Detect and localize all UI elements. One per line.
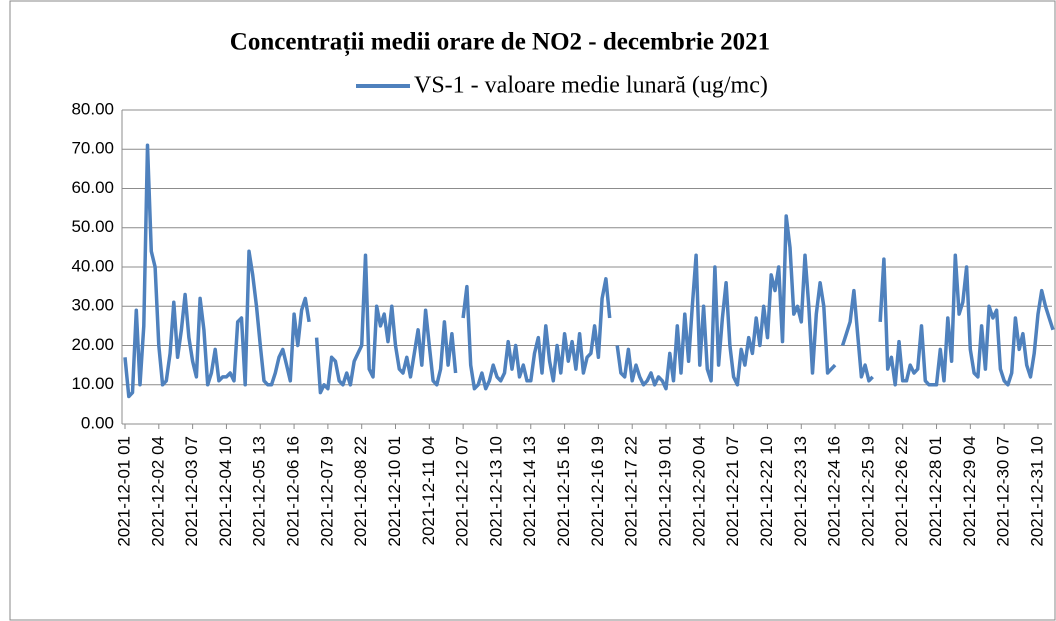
x-tick-label: 2021-12-05 13 <box>250 436 269 547</box>
x-tick-label: 2021-12-01 01 <box>114 436 133 547</box>
x-tick-label: 2021-12-20 04 <box>689 436 708 547</box>
x-tick-label: 2021-12-26 22 <box>892 436 911 547</box>
x-tick-label: 2021-12-29 04 <box>960 436 979 547</box>
x-tick-label: 2021-12-10 01 <box>385 436 404 547</box>
x-tick-label: 2021-12-31 10 <box>1027 436 1046 547</box>
y-tick-label: 10.00 <box>71 374 114 393</box>
x-tick-label: 2021-12-17 22 <box>622 436 641 547</box>
x-tick-label: 2021-12-06 16 <box>284 436 303 547</box>
x-tick-label: 2021-12-24 16 <box>825 436 844 547</box>
x-tick-label: 2021-12-02 04 <box>148 436 167 547</box>
x-tick-label: 2021-12-15 16 <box>554 436 573 547</box>
line-series <box>123 143 1055 399</box>
y-tick-label: 50.00 <box>71 217 114 236</box>
y-tick-label: 20.00 <box>71 335 114 354</box>
x-tick-label: 2021-12-14 13 <box>520 436 539 547</box>
x-tick-label: 2021-12-13 10 <box>486 436 505 547</box>
y-tick-label: 70.00 <box>71 139 114 158</box>
x-tick-label: 2021-12-04 10 <box>216 436 235 547</box>
y-tick-label: 60.00 <box>71 178 114 197</box>
x-tick-label: 2021-12-08 22 <box>351 436 370 547</box>
x-tick-label: 2021-12-30 07 <box>994 436 1013 547</box>
legend-label: VS-1 - valoare medie lunară (ug/mc) <box>414 73 768 99</box>
x-tick-label: 2021-12-21 07 <box>723 436 742 547</box>
x-tick-label: 2021-12-19 01 <box>656 436 675 547</box>
y-tick-label: 30.00 <box>71 296 114 315</box>
x-tick-label: 2021-12-12 07 <box>453 436 472 547</box>
x-tick-label: 2021-12-23 13 <box>791 436 810 547</box>
x-tick-label: 2021-12-11 04 <box>419 436 438 545</box>
x-tick-label: 2021-12-25 19 <box>858 436 877 547</box>
x-tick-label: 2021-12-28 01 <box>926 436 945 547</box>
y-tick-label: 0.00 <box>81 413 114 432</box>
chart-title: Concentrații medii orare de NO2 - decemb… <box>230 29 770 57</box>
x-tick-label: 2021-12-07 19 <box>317 436 336 547</box>
x-tick-label: 2021-12-16 19 <box>588 436 607 547</box>
x-tick-label: 2021-12-03 07 <box>182 436 201 547</box>
y-tick-label: 80.00 <box>71 99 114 118</box>
x-tick-label: 2021-12-22 10 <box>757 436 776 547</box>
y-tick-label: 40.00 <box>71 256 114 275</box>
